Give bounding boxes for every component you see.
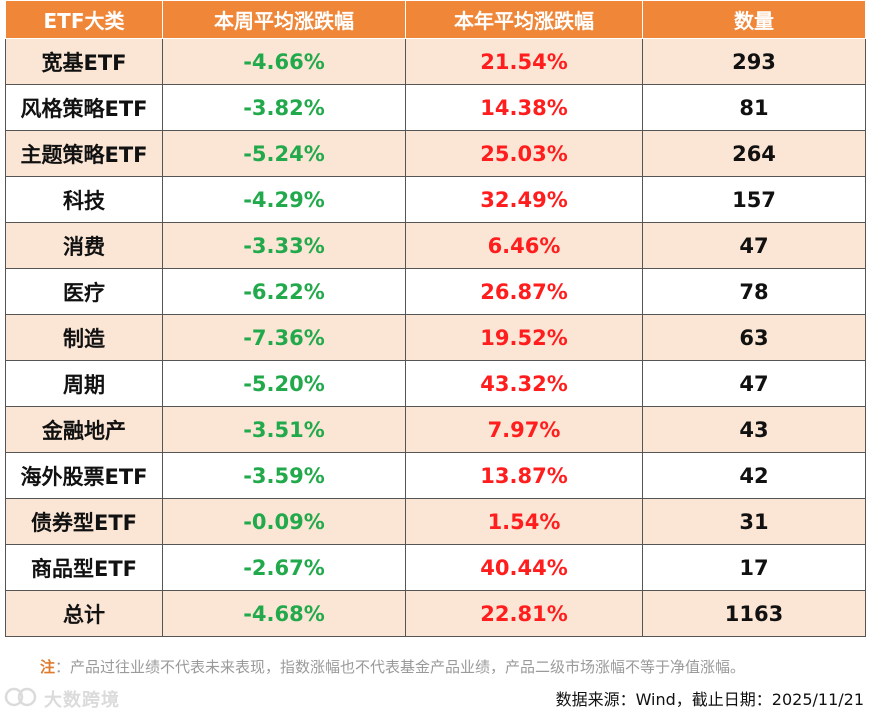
- etf-summary-table-container: ETF大类 本周平均涨跌幅 本年平均涨跌幅 数量 宽基ETF -4.66% 21…: [5, 0, 866, 637]
- cell-count: 31: [642, 498, 866, 545]
- cell-count: 43: [642, 406, 866, 453]
- cell-year-change: 21.54%: [405, 38, 643, 85]
- cell-category: 债券型ETF: [5, 498, 163, 545]
- cell-week-change: -3.82%: [162, 84, 406, 131]
- cell-count: 81: [642, 84, 866, 131]
- table-row: 债券型ETF -0.09% 1.54% 31: [5, 498, 866, 545]
- cell-year-change: 1.54%: [405, 498, 643, 545]
- table-row: 商品型ETF -2.67% 40.44% 17: [5, 544, 866, 591]
- etf-summary-table: ETF大类 本周平均涨跌幅 本年平均涨跌幅 数量 宽基ETF -4.66% 21…: [5, 0, 866, 637]
- cell-year-change: 14.38%: [405, 84, 643, 131]
- watermark-text: 大数跨境: [44, 690, 120, 711]
- cell-year-change: 40.44%: [405, 544, 643, 591]
- cell-category: 宽基ETF: [5, 38, 163, 85]
- cell-category: 总计: [5, 590, 163, 637]
- cell-category: 海外股票ETF: [5, 452, 163, 499]
- header-year-change: 本年平均涨跌幅: [405, 0, 643, 39]
- cell-category: 金融地产: [5, 406, 163, 453]
- cell-year-change: 43.32%: [405, 360, 643, 407]
- table-row: 宽基ETF -4.66% 21.54% 293: [5, 38, 866, 85]
- cell-week-change: -3.33%: [162, 222, 406, 269]
- cell-count: 157: [642, 176, 866, 223]
- table-row: 周期 -5.20% 43.32% 47: [5, 360, 866, 407]
- cell-category: 周期: [5, 360, 163, 407]
- cell-year-change: 19.52%: [405, 314, 643, 361]
- table-row: 海外股票ETF -3.59% 13.87% 42: [5, 452, 866, 499]
- cell-count: 293: [642, 38, 866, 85]
- cell-count: 17: [642, 544, 866, 591]
- cell-week-change: -4.68%: [162, 590, 406, 637]
- cell-category: 医疗: [5, 268, 163, 315]
- cell-year-change: 22.81%: [405, 590, 643, 637]
- cell-count: 264: [642, 130, 866, 177]
- cell-week-change: -4.29%: [162, 176, 406, 223]
- cell-week-change: -6.22%: [162, 268, 406, 315]
- header-etf-category: ETF大类: [5, 0, 163, 39]
- note-label: 注: [40, 658, 56, 676]
- cell-count: 1163: [642, 590, 866, 637]
- cell-category: 主题策略ETF: [5, 130, 163, 177]
- cell-year-change: 25.03%: [405, 130, 643, 177]
- cell-count: 63: [642, 314, 866, 361]
- header-week-change: 本周平均涨跌幅: [162, 0, 406, 39]
- cell-week-change: -3.59%: [162, 452, 406, 499]
- table-row: 风格策略ETF -3.82% 14.38% 81: [5, 84, 866, 131]
- logo-icon: [4, 686, 38, 712]
- cell-category: 消费: [5, 222, 163, 269]
- table-row: 金融地产 -3.51% 7.97% 43: [5, 406, 866, 453]
- table-row: 制造 -7.36% 19.52% 63: [5, 314, 866, 361]
- cell-week-change: -5.24%: [162, 130, 406, 177]
- cell-count: 78: [642, 268, 866, 315]
- cell-count: 47: [642, 360, 866, 407]
- cell-category: 商品型ETF: [5, 544, 163, 591]
- disclaimer-note: 注：产品过往业绩不代表未来表现，指数涨幅也不代表基金产品业绩，产品二级市场涨幅不…: [40, 656, 745, 677]
- cell-year-change: 26.87%: [405, 268, 643, 315]
- cell-year-change: 7.97%: [405, 406, 643, 453]
- note-text: ：产品过往业绩不代表未来表现，指数涨幅也不代表基金产品业绩，产品二级市场涨幅不等…: [55, 658, 746, 676]
- table-total-row: 总计 -4.68% 22.81% 1163: [5, 590, 866, 637]
- cell-count: 47: [642, 222, 866, 269]
- table-row: 主题策略ETF -5.24% 25.03% 264: [5, 130, 866, 177]
- cell-category: 风格策略ETF: [5, 84, 163, 131]
- cell-year-change: 13.87%: [405, 452, 643, 499]
- table-row: 医疗 -6.22% 26.87% 78: [5, 268, 866, 315]
- data-source: 数据来源：Wind，截止日期：2025/11/21: [555, 690, 864, 709]
- cell-week-change: -5.20%: [162, 360, 406, 407]
- table-row: 科技 -4.29% 32.49% 157: [5, 176, 866, 223]
- cell-week-change: -0.09%: [162, 498, 406, 545]
- cell-count: 42: [642, 452, 866, 499]
- cell-year-change: 32.49%: [405, 176, 643, 223]
- cell-week-change: -4.66%: [162, 38, 406, 85]
- cell-category: 科技: [5, 176, 163, 223]
- cell-year-change: 6.46%: [405, 222, 643, 269]
- cell-week-change: -2.67%: [162, 544, 406, 591]
- cell-category: 制造: [5, 314, 163, 361]
- header-count: 数量: [642, 0, 866, 39]
- cell-week-change: -7.36%: [162, 314, 406, 361]
- watermark: 大数跨境: [4, 686, 120, 712]
- cell-week-change: -3.51%: [162, 406, 406, 453]
- table-header-row: ETF大类 本周平均涨跌幅 本年平均涨跌幅 数量: [5, 0, 866, 39]
- table-row: 消费 -3.33% 6.46% 47: [5, 222, 866, 269]
